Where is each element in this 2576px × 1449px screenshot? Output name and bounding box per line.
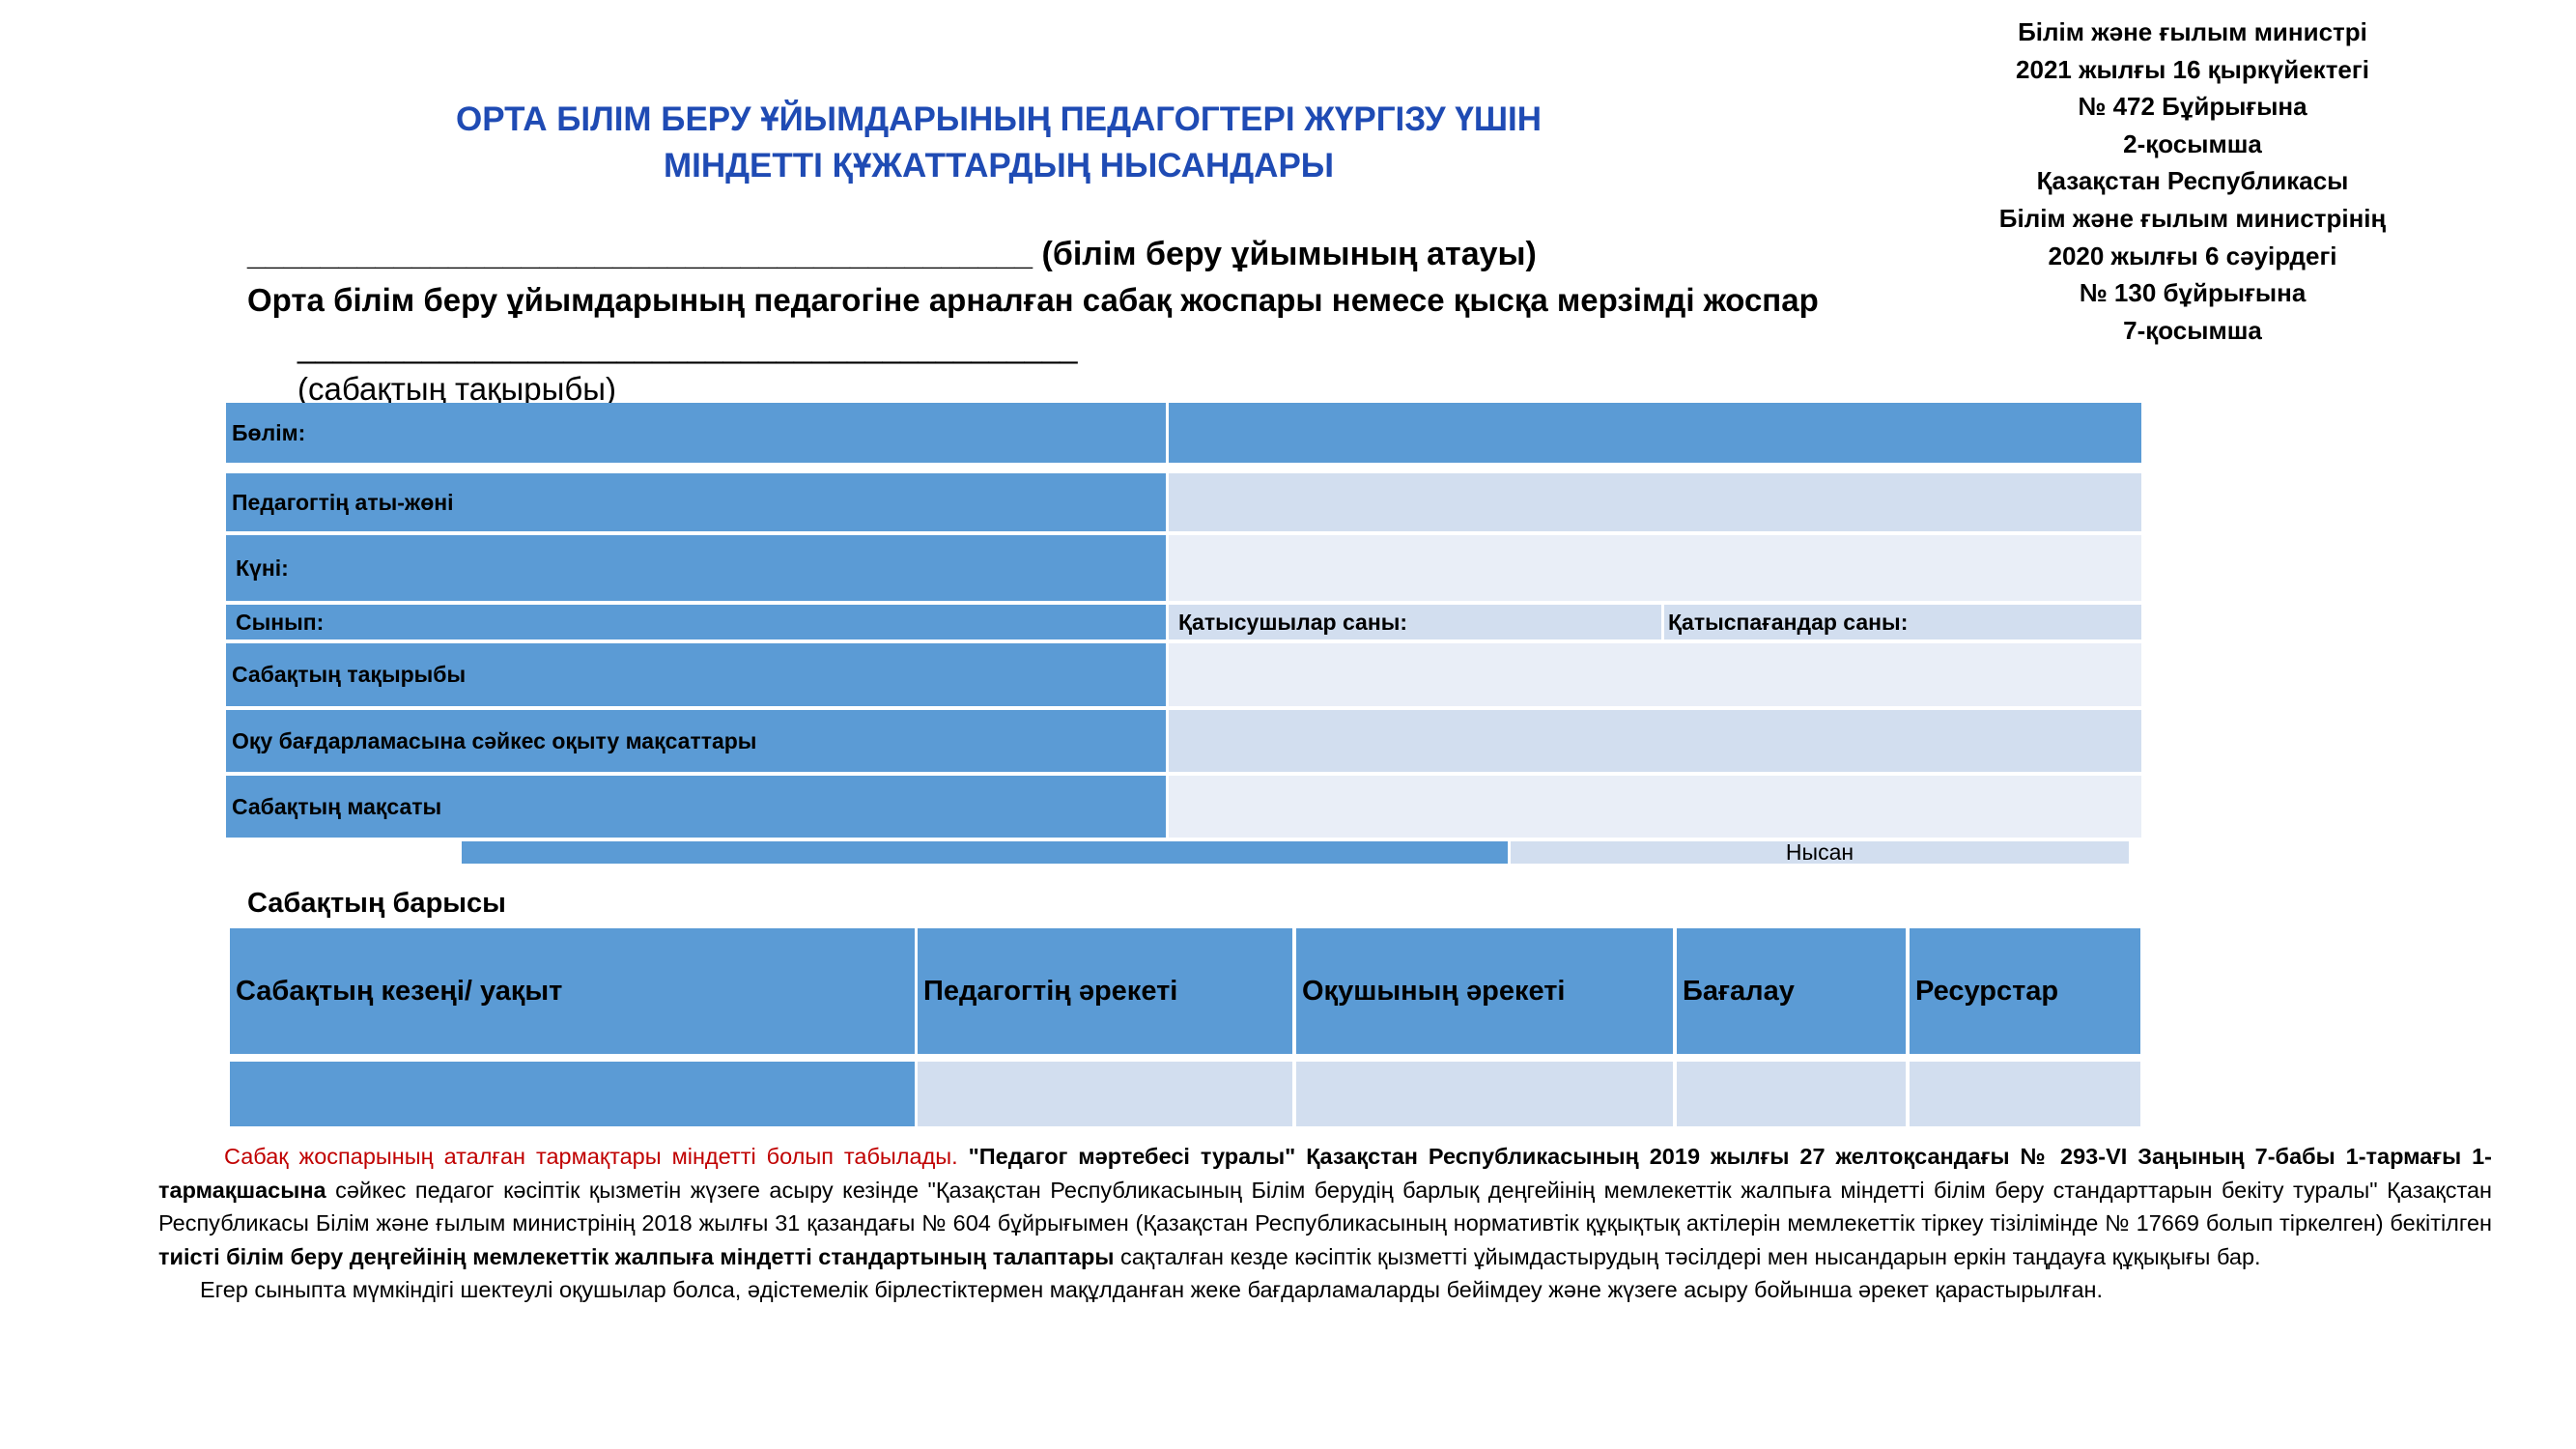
row-student-cell[interactable]	[1296, 1062, 1673, 1126]
row-resources-cell[interactable]	[1910, 1062, 2140, 1126]
note-bold-1: "Педагог мәртебесі туралы" Қазақстан Рес…	[158, 1144, 2493, 1203]
lesson-goal-value[interactable]	[1169, 776, 2141, 838]
note-paragraph-1: Сабақ жоспарының аталған тармақтары мінд…	[158, 1140, 2492, 1273]
form-label: Нысан	[1511, 839, 2129, 865]
approval-line: Білім және ғылым министрінің	[1998, 203, 2387, 233]
progress-title: Сабақтың барысы	[247, 888, 506, 919]
title-line-1: ОРТА БІЛІМ БЕРУ ҰЙЫМДАРЫНЫҢ ПЕДАГОГТЕРІ …	[455, 100, 1543, 138]
topic-blank: ________________________________________…	[297, 328, 1078, 364]
header-resources: Ресурстар	[1910, 928, 2140, 1054]
objectives-label: Оқу бағдарламасына сәйкес оқыту мақсатта…	[226, 710, 1166, 772]
approval-line: Білім және ғылым министрі	[2018, 17, 2367, 46]
approval-line: 2020 жылғы 6 сәуірдегі	[2048, 241, 2337, 270]
row-stage-cell[interactable]	[230, 1062, 915, 1126]
approval-line: 2021 жылғы 16 қыркүйектегі	[2016, 54, 2369, 84]
teacher-label: Педагогтің аты-жөні	[226, 473, 1166, 531]
lesson-topic-value[interactable]	[1169, 643, 2141, 706]
section-label: Бөлім:	[226, 403, 1166, 463]
approval-line: 2-қосымша	[2123, 128, 2262, 158]
note-text-2: сақталған кезде кәсіптік қызметті ұйымда…	[1114, 1243, 2261, 1269]
header-student-action: Оқушының әрекеті	[1296, 928, 1673, 1054]
document-title: ОРТА БІЛІМ БЕРУ ҰЙЫМДАРЫНЫҢ ПЕДАГОГТЕРІ …	[0, 97, 1997, 189]
lesson-topic-label: Сабақтың тақырыбы	[226, 643, 1166, 706]
present-count-label[interactable]: Қатысушылар саны:	[1169, 605, 1661, 639]
lesson-goal-label: Сабақтың мақсаты	[226, 776, 1166, 838]
approval-line: № 130 бұйрығына	[2079, 278, 2307, 308]
header-stage-time: Сабақтың кезеңі/ уақыт	[230, 928, 915, 1054]
form-bar	[462, 841, 1508, 864]
approval-line: № 472 Бұйрығына	[2078, 92, 2307, 122]
note-red: Сабақ жоспарының аталған тармақтары мінд…	[224, 1144, 958, 1169]
note-bold-2: тиісті білім беру деңгейінің мемлекеттік…	[158, 1243, 1115, 1269]
note-text-1: сәйкес педагог кәсіптік қызметін жүзеге …	[158, 1177, 2492, 1236]
date-label: Күні:	[226, 535, 1166, 601]
title-line-2: МІНДЕТТІ ҚҰЖАТТАРДЫҢ НЫСАНДАРЫ	[663, 147, 1335, 185]
row-teacher-cell[interactable]	[918, 1062, 1292, 1126]
class-label: Сынып:	[226, 605, 1166, 639]
teacher-value[interactable]	[1169, 473, 2141, 531]
approval-block: Білім және ғылым министрі 2021 жылғы 16 …	[1912, 14, 2473, 349]
topic-label: (сабақтың тақырыбы)	[297, 371, 616, 407]
header-teacher-action: Педагогтің әрекеті	[918, 928, 1292, 1054]
organization-name-line: ________________________________________…	[247, 236, 1537, 272]
note-text: Сабақ жоспарының аталған тармақтары мінд…	[158, 1140, 2492, 1307]
approval-line: 7-қосымша	[2123, 315, 2262, 345]
row-assessment-cell[interactable]	[1677, 1062, 1906, 1126]
objectives-value[interactable]	[1169, 710, 2141, 772]
absent-count-label[interactable]: Қатыспағандар саны:	[1664, 605, 2141, 639]
approval-line: Қазақстан Республикасы	[2036, 166, 2349, 196]
section-value[interactable]	[1169, 403, 2141, 463]
date-value[interactable]	[1169, 535, 2141, 601]
note-paragraph-2: Егер сыныпта мүмкіндігі шектеулі оқушыла…	[200, 1277, 2104, 1302]
header-assessment: Бағалау	[1677, 928, 1906, 1054]
subtitle: Орта білім беру ұйымдарының педагогіне а…	[247, 282, 1819, 318]
